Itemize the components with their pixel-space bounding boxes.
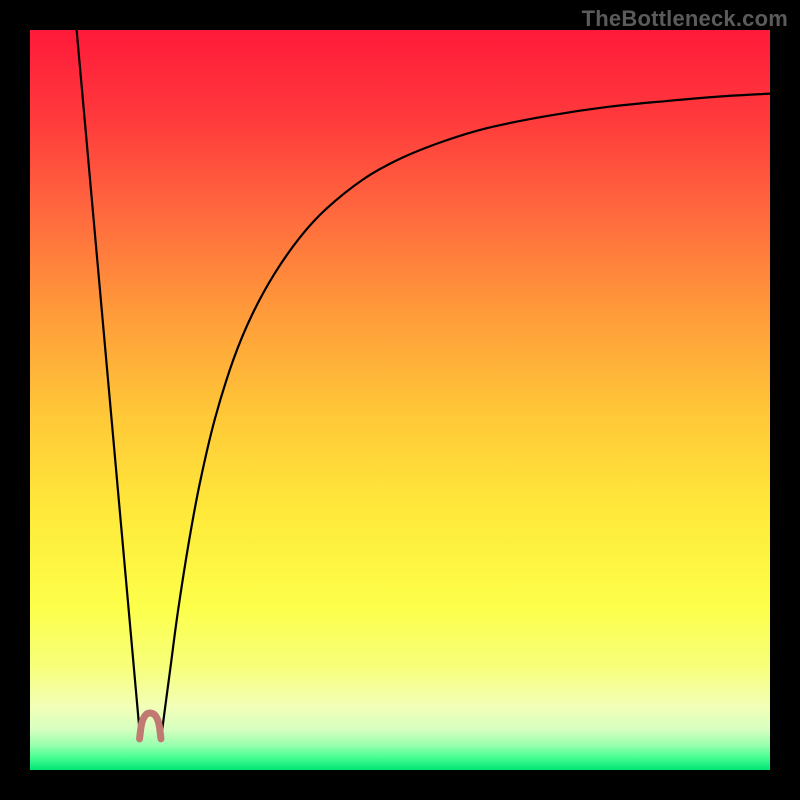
plot-svg — [30, 30, 770, 770]
plot-area — [30, 30, 770, 770]
chart-outer: TheBottleneck.com — [0, 0, 800, 800]
plot-background — [30, 30, 770, 770]
watermark-text: TheBottleneck.com — [582, 6, 788, 32]
